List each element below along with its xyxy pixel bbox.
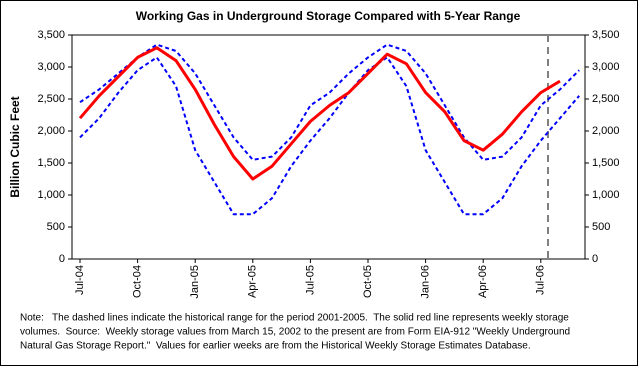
y2-tick-label: 1,000 xyxy=(592,189,620,201)
note-line: Note: The dashed lines indicate the hist… xyxy=(20,313,569,324)
y-tick-label: 3,000 xyxy=(37,61,65,73)
x-tick-label: Jan-05 xyxy=(189,265,201,299)
y-tick-label: 1,000 xyxy=(37,189,65,201)
y-tick-label: 2,500 xyxy=(37,93,65,105)
note-line: Natural Gas Storage Report." Values for … xyxy=(20,341,531,352)
plot-area xyxy=(71,34,586,260)
y-tick-label: 2,000 xyxy=(37,125,65,137)
y-axis-label: Billion Cubic Feet xyxy=(8,96,22,197)
x-tick-label: Jul-06 xyxy=(535,265,547,295)
x-tick-label: Jul-04 xyxy=(74,265,86,295)
range-line xyxy=(79,56,580,216)
x-tick-label: Apr-06 xyxy=(477,265,489,298)
storage-line xyxy=(78,46,561,181)
y2-tick-label: 1,500 xyxy=(592,157,620,169)
y-tick-label: 0 xyxy=(59,253,65,265)
x-tick-label: Jul-05 xyxy=(304,265,316,295)
y-tick-label: 500 xyxy=(47,221,65,233)
y2-tick-label: 2,000 xyxy=(592,125,620,137)
y2-tick-label: 500 xyxy=(592,221,610,233)
y2-tick-label: 2,500 xyxy=(592,93,620,105)
y-tick-label: 3,500 xyxy=(37,29,65,41)
x-tick-label: Oct-05 xyxy=(362,265,374,298)
y-tick-label: 1,500 xyxy=(37,157,65,169)
x-tick-label: Apr-05 xyxy=(247,265,259,298)
x-tick-label: Oct-04 xyxy=(132,265,144,298)
range-line xyxy=(79,43,580,161)
chart-title: Working Gas in Underground Storage Compa… xyxy=(136,9,521,23)
y2-tick-label: 0 xyxy=(592,253,598,265)
y2-tick-label: 3,500 xyxy=(592,29,620,41)
note-line: volumes. Source: Weekly storage values f… xyxy=(20,327,570,338)
y2-tick-label: 3,000 xyxy=(592,61,620,73)
x-tick-label: Jan-06 xyxy=(420,265,432,299)
